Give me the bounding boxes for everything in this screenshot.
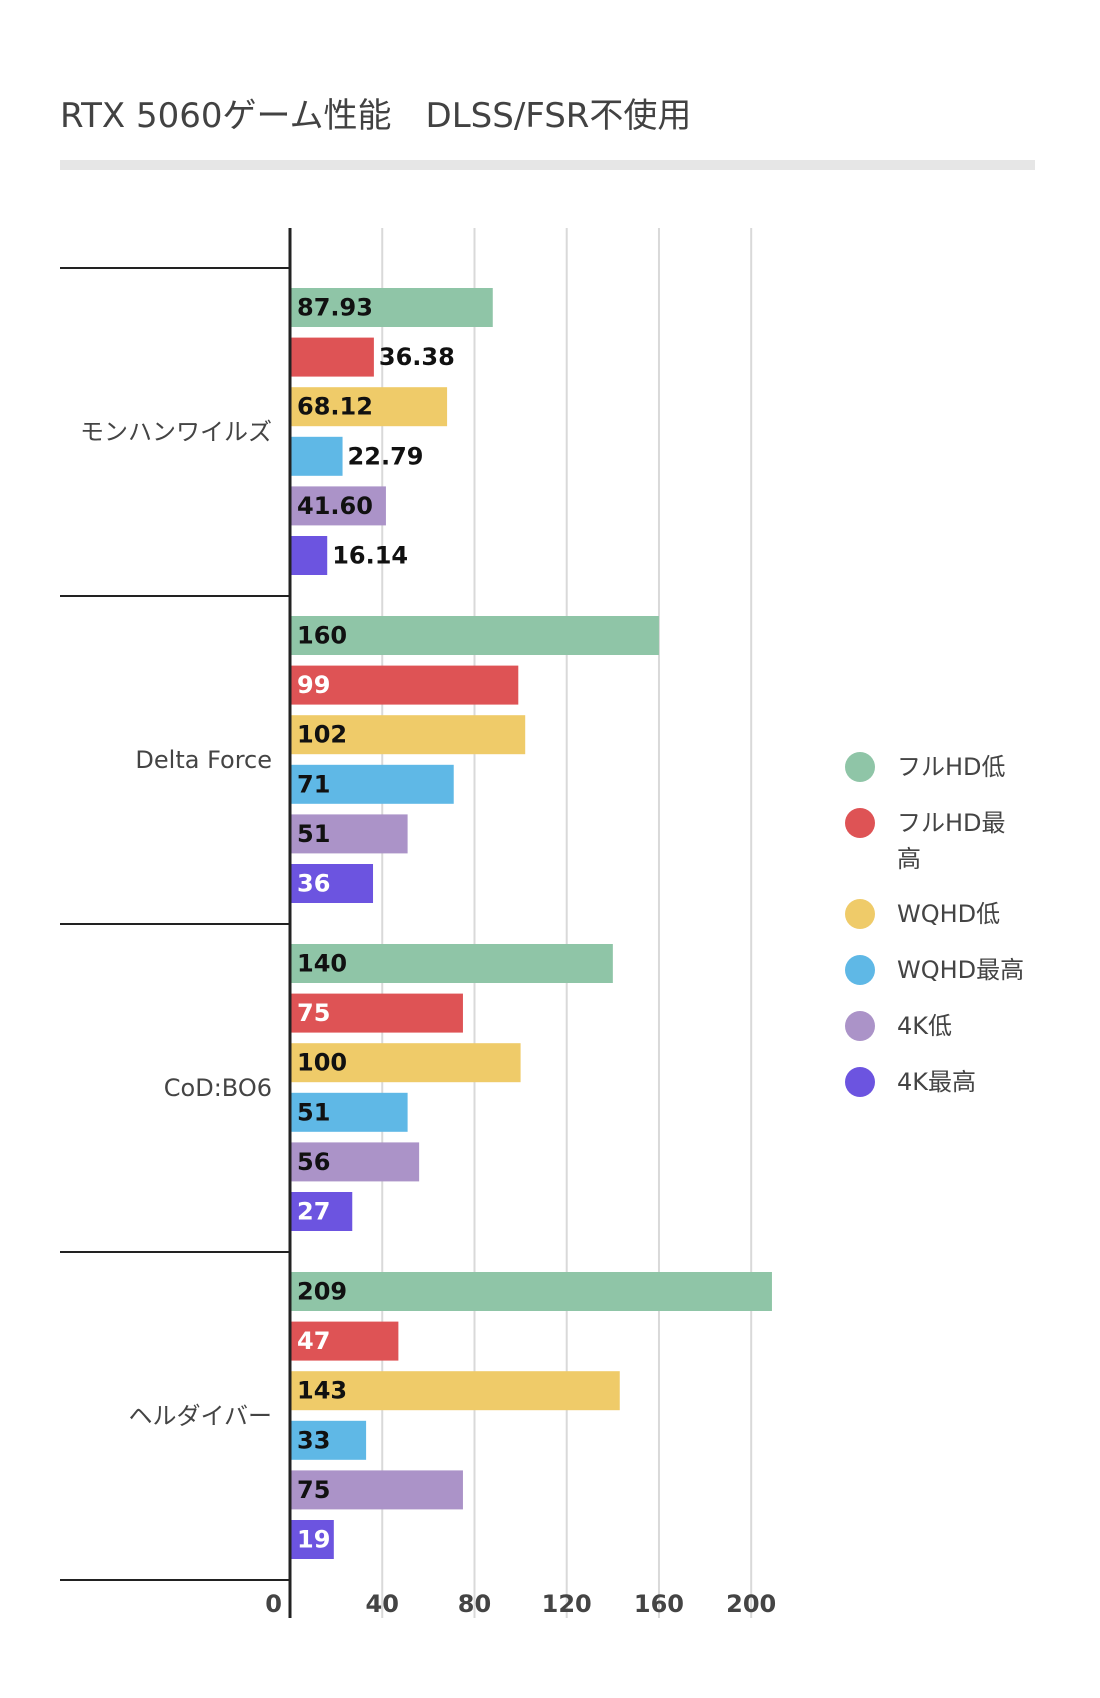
legend-marker [845,1011,875,1041]
chart-title: RTX 5060ゲーム性能 DLSS/FSR不使用 [60,96,692,136]
bar-0-3 [291,436,343,476]
legend-label: 4K低 [897,1012,952,1040]
bar-value-label: 16.14 [332,542,408,570]
legend-marker [845,899,875,929]
bar-value-label: 22.79 [348,442,424,470]
bar-3-3 [291,1420,367,1460]
legend-label: WQHD低 [897,900,1000,928]
bar-2-0 [291,944,613,983]
bar-3-5 [291,1520,334,1559]
bar-2-4 [291,1142,420,1182]
bar-1-1 [291,665,519,705]
bar-value-label: 51 [297,820,330,848]
bar-3-4 [291,1470,463,1510]
bar-1-0 [291,616,659,655]
bar-0-2 [291,387,448,427]
category-label: Delta Force [135,746,272,774]
bar-value-label: 140 [297,950,347,978]
x-tick-label: 160 [634,1590,684,1618]
bar-value-label: 75 [297,1476,330,1504]
bar-value-label: 209 [297,1278,347,1306]
bar-value-label: 36 [297,870,330,898]
bar-value-label: 100 [297,1049,347,1077]
bar-2-3 [291,1092,408,1132]
bar-3-1 [291,1321,399,1361]
bar-0-1 [291,337,374,377]
bar-value-label: 75 [297,999,330,1027]
legend-marker [845,955,875,985]
bar-value-label: 87.93 [297,294,373,322]
bar-0-5 [291,536,328,575]
x-tick-label: 120 [542,1590,592,1618]
title-divider [60,160,1035,170]
legend-label: フルHD最高 [897,809,1006,873]
bar-value-label: 41.60 [297,492,373,520]
x-tick-label: 0 [265,1590,282,1618]
x-tick-label: 200 [726,1590,776,1618]
bar-value-label: 51 [297,1098,330,1126]
legend-marker [845,1067,875,1097]
legend-label: WQHD最高 [897,956,1024,984]
bar-value-label: 56 [297,1148,330,1176]
bar-3-2 [291,1371,620,1411]
bar-1-3 [291,764,454,804]
legend-marker [845,752,875,782]
bar-value-label: 99 [297,671,330,699]
bar-value-label: 68.12 [297,393,373,421]
legend-label: フルHD低 [897,753,1006,781]
category-label: CoD:BO6 [164,1074,272,1102]
bar-value-label: 27 [297,1198,330,1226]
bar-value-label: 36.38 [379,343,455,371]
legend-label: 4K最高 [897,1068,976,1096]
bar-value-label: 33 [297,1426,330,1454]
category-label: モンハンワイルズ [80,418,272,446]
legend-marker [845,808,875,838]
bar-1-5 [291,864,374,903]
category-label: ヘルダイバー [128,1402,272,1430]
x-tick-label: 40 [366,1590,399,1618]
bar-2-1 [291,993,463,1033]
bar-1-4 [291,814,408,854]
bar-value-label: 143 [297,1377,347,1405]
x-tick-label: 80 [458,1590,491,1618]
bar-value-label: 160 [297,622,347,650]
bar-3-0 [291,1272,772,1311]
bar-value-label: 19 [297,1526,330,1554]
bar-1-2 [291,715,526,755]
bar-value-label: 47 [297,1327,330,1355]
bar-2-2 [291,1043,521,1083]
bar-value-label: 71 [297,770,330,798]
bar-2-5 [291,1192,353,1231]
bar-0-4 [291,486,386,526]
bar-0-0 [291,288,493,327]
bar-value-label: 102 [297,721,347,749]
